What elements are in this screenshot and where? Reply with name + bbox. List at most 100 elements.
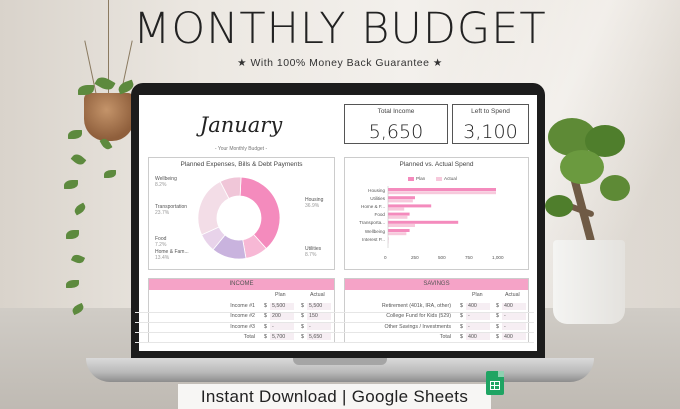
row-label: College Fund for Kids (529) xyxy=(386,313,451,320)
actual-value: 400 xyxy=(504,333,513,340)
bar-plan xyxy=(388,229,410,232)
income-col-plan: Plan xyxy=(275,292,286,298)
bar-actual xyxy=(388,232,407,236)
bar-axis-tick: 500 xyxy=(438,255,446,260)
bar-plan xyxy=(388,196,415,200)
bar-chart-title: Planned vs. Actual Spend xyxy=(399,161,474,168)
month-title: January xyxy=(199,113,283,137)
currency-symbol: $ xyxy=(301,333,304,340)
expenses-donut-chart xyxy=(197,176,281,260)
left-to-spend-label: Left to Spend xyxy=(471,108,510,115)
currency-symbol: $ xyxy=(496,313,499,320)
bar-category-label: Home & F... xyxy=(361,203,385,209)
actual-value: - xyxy=(309,323,311,330)
currency-symbol: $ xyxy=(264,333,267,340)
bar-plan xyxy=(388,188,496,191)
bar-plan xyxy=(388,220,459,224)
actual-cell-bg xyxy=(502,302,526,310)
donut-label-utilities: Utilities 8.7% xyxy=(305,246,322,258)
currency-symbol: $ xyxy=(496,323,499,330)
bar-actual xyxy=(388,224,415,227)
table-row-divider xyxy=(135,342,339,344)
bar-actual xyxy=(388,207,405,211)
bar-axis-tick: 750 xyxy=(465,255,473,260)
total-income-box: Total Income 5,650 xyxy=(344,104,448,144)
currency-symbol: $ xyxy=(460,323,463,330)
plan-cell-bg xyxy=(270,312,294,320)
actual-cell-bg xyxy=(307,302,331,310)
total-income-value: 5,650 xyxy=(368,121,424,143)
actual-value: 5,650 xyxy=(309,333,323,340)
actual-cell-bg xyxy=(502,312,526,320)
row-label: Total xyxy=(439,333,451,340)
bar-axis-tick: 0 xyxy=(384,255,387,260)
donut-label-home: Home & Fam... 13.4% xyxy=(155,249,189,261)
currency-symbol: $ xyxy=(301,303,304,309)
donut-slice xyxy=(219,176,242,199)
currency-symbol: $ xyxy=(496,303,499,309)
income-col-actual: Actual xyxy=(310,292,325,298)
plant-rope xyxy=(108,0,109,95)
plan-cell-bg xyxy=(466,333,490,341)
actual-value: 150 xyxy=(309,313,318,320)
currency-symbol: $ xyxy=(301,323,304,330)
plan-value: - xyxy=(468,323,470,330)
bar-category-label: Food xyxy=(374,212,385,218)
planned-vs-actual-panel: Planned vs. Actual Spend xyxy=(344,157,529,270)
plan-cell-bg xyxy=(466,312,490,320)
bar-actual xyxy=(388,215,408,219)
plan-cell-bg xyxy=(466,302,490,310)
legend-actual: Actual xyxy=(436,176,457,181)
plan-cell-bg xyxy=(270,323,294,331)
donut-label-transportation: Transportation 23.7% xyxy=(155,204,188,216)
income-header: INCOME xyxy=(149,279,334,290)
actual-cell-bg xyxy=(502,323,526,331)
plan-value: 5,500 xyxy=(272,303,286,309)
plan-value: 200 xyxy=(272,313,281,320)
plan-value: - xyxy=(272,323,274,330)
actual-cell-bg xyxy=(307,333,331,341)
left-to-spend-box: Left to Spend 3,100 xyxy=(452,104,529,144)
bar-axis-tick: 250 xyxy=(411,255,419,260)
row-label: Other Savings / Investments xyxy=(384,323,451,330)
white-pot xyxy=(553,240,625,324)
table-row-divider xyxy=(135,332,339,334)
actual-cell-bg xyxy=(502,333,526,341)
plan-cell-bg xyxy=(466,323,490,331)
bar-category-label: Interest P... xyxy=(362,236,385,242)
table-row-divider xyxy=(135,321,339,323)
actual-cell-bg xyxy=(307,312,331,320)
donut-label-wellbeing: Wellbeing 8.2% xyxy=(155,176,177,188)
plan-value: 400 xyxy=(468,333,477,340)
currency-symbol: $ xyxy=(460,303,463,309)
donut-label-food: Food 7.2% xyxy=(155,236,167,248)
bar-plan xyxy=(388,212,410,216)
plan-value: 400 xyxy=(468,303,477,309)
currency-symbol: $ xyxy=(496,333,499,340)
total-income-label: Total Income xyxy=(377,108,415,115)
left-to-spend-value: 3,100 xyxy=(463,121,518,143)
currency-symbol: $ xyxy=(264,303,267,309)
table-row-divider xyxy=(331,332,534,334)
bar-category-label: Housing xyxy=(368,187,385,193)
bar-category-label: Utilities xyxy=(370,195,385,201)
donut-slice xyxy=(239,176,281,250)
bottom-banner: Instant Download | Google Sheets xyxy=(178,384,491,409)
bar-actual xyxy=(388,191,496,195)
donut-title: Planned Expenses, Bills & Debt Payments xyxy=(180,161,303,168)
donut-label-housing: Housing 36.9% xyxy=(305,197,324,209)
actual-value: 5,500 xyxy=(309,303,323,309)
table-row-divider xyxy=(331,311,534,313)
currency-symbol: $ xyxy=(460,313,463,320)
table-row-divider xyxy=(135,311,339,313)
bar-axis-tick: 1,000 xyxy=(492,255,504,260)
page-title: MONTHLY BUDGET xyxy=(133,4,547,54)
savings-header: SAVINGS xyxy=(345,279,528,290)
google-sheets-icon xyxy=(486,371,504,395)
currency-symbol: $ xyxy=(460,333,463,340)
row-label: Income #1 xyxy=(230,303,255,309)
actual-cell-bg xyxy=(307,323,331,331)
table-row-divider xyxy=(331,321,534,323)
legend-plan: Plan xyxy=(408,176,425,181)
plan-value: 5,700 xyxy=(272,333,286,340)
